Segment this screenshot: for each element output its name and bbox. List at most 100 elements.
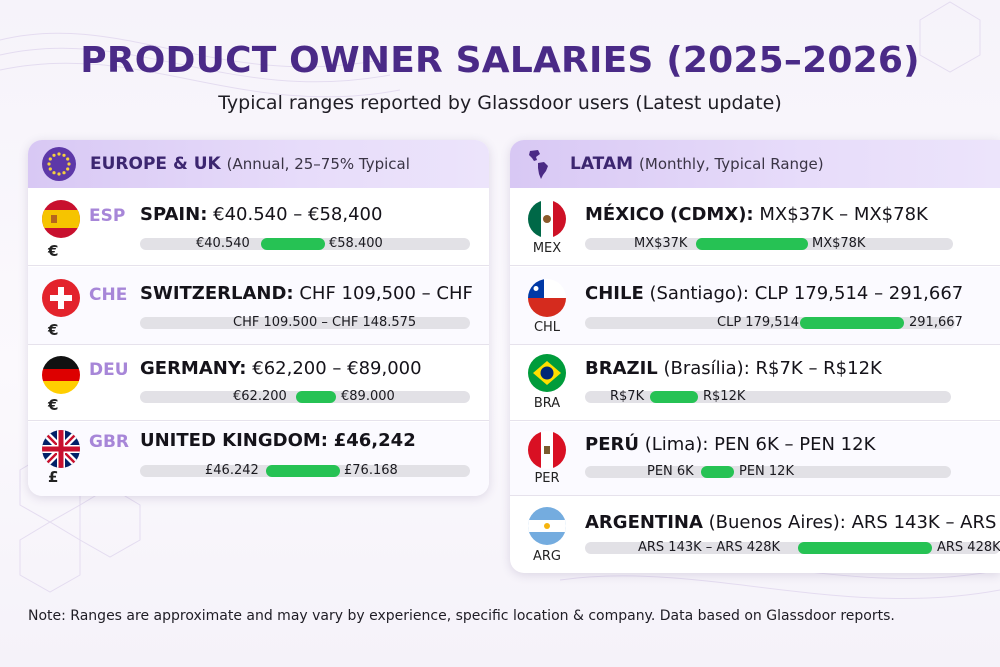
country-qualifier: (Brasília): (663, 358, 750, 379)
page-title: PRODUCT OWNER SALARIES (2025–2026) (80, 40, 920, 81)
latam-card-header: LATAM (Monthly, Typical Range) (510, 140, 1000, 188)
salary-range: £46,242 (333, 430, 416, 451)
salary-range: R$7K – R$12K (755, 358, 882, 379)
peru-flag-icon (528, 431, 566, 469)
salary-high-label: 291,667 (909, 315, 963, 330)
country-qualifier: (Lima): (644, 434, 709, 455)
table-row: ARG ARGENTINA (Buenos Aires): ARS 143K –… (510, 497, 1000, 573)
salary-low-label: €62.200 (233, 389, 287, 404)
eu-flag-icon (42, 147, 76, 181)
country-name: BRAZIL (585, 358, 658, 379)
salary-high-label: R$12K (703, 389, 746, 404)
europe-card-title: EUROPE & UK (90, 154, 221, 174)
country-name: GERMANY: (140, 358, 247, 379)
country-range-text: SPAIN: €40.540 – €58,400 (140, 204, 382, 225)
salary-bar-track (585, 466, 951, 478)
salary-bar-fill (701, 466, 734, 478)
salary-range: ARS 143K – ARS 428K (851, 512, 1000, 533)
table-row: € DEU GERMANY: €62,200 – €89,000 €62.200… (28, 346, 489, 421)
country-code: ESP (89, 206, 126, 226)
salary-low-label: €40.540 (196, 236, 250, 251)
salary-bar-fill (296, 391, 336, 403)
country-name: PERÚ (585, 434, 639, 455)
country-range-text: UNITED KINGDOM: £46,242 (140, 430, 416, 451)
latam-card-title: LATAM (570, 154, 634, 174)
salary-range: €62,200 – €89,000 (252, 358, 422, 379)
table-row: € ESP SPAIN: €40.540 – €58,400 €40.540 €… (28, 188, 489, 266)
country-name: CHILE (585, 283, 644, 304)
country-range-text: MÉXICO (CDMX): MX$37K – MX$78K (585, 204, 928, 225)
currency-symbol: € (48, 242, 59, 260)
salary-range: PEN 6K – PEN 12K (714, 434, 876, 455)
salary-bar-fill (696, 238, 808, 250)
page-subtitle: Typical ranges reported by Glassdoor use… (218, 92, 782, 114)
salary-bar-fill (798, 542, 932, 554)
country-name: SWITZERLAND: (140, 283, 294, 304)
salary-low-label: CLP 179,514 (717, 315, 800, 330)
salary-high-label: €58.400 (329, 236, 383, 251)
latam-card: LATAM (Monthly, Typical Range) MEX MÉXIC… (510, 140, 1000, 573)
salary-low-label: £46.242 (205, 463, 259, 478)
country-qualifier: (Santiago): (649, 283, 749, 304)
table-row: MEX MÉXICO (CDMX): MX$37K – MX$78K MX$37… (510, 188, 1000, 266)
europe-card-note: (Annual, 25–75% Typical (226, 155, 410, 173)
country-code: DEU (89, 360, 129, 380)
salary-low-label: R$7K (610, 389, 645, 404)
country-code: MEX (532, 241, 562, 256)
country-name: SPAIN: (140, 204, 208, 225)
country-range-text: GERMANY: €62,200 – €89,000 (140, 358, 422, 379)
country-name: UNITED KINGDOM: (140, 430, 328, 451)
salary-high-label: PEN 12K (739, 464, 794, 479)
country-code: CHE (89, 285, 128, 305)
salary-high-label: £76.168 (344, 463, 398, 478)
switzerland-flag-icon (42, 279, 80, 317)
europe-card: EUROPE & UK (Annual, 25–75% Typical € ES… (28, 140, 489, 496)
currency-symbol: € (48, 321, 59, 339)
country-range-text: SWITZERLAND: CHF 109,500 – CHF (140, 283, 473, 304)
table-row: PER PERÚ (Lima): PEN 6K – PEN 12K PEN 6K… (510, 422, 1000, 496)
salary-range: CHF 109,500 – CHF (299, 283, 473, 304)
country-range-text: CHILE (Santiago): CLP 179,514 – 291,667 (585, 283, 963, 304)
salary-range: MX$37K – MX$78K (759, 204, 928, 225)
country-code: ARG (533, 549, 561, 564)
salary-bar-fill (800, 317, 904, 329)
americas-map-icon (524, 147, 558, 181)
salary-bar-fill (266, 465, 340, 477)
salary-high-label: ARS 428K (937, 540, 1000, 555)
uk-flag-icon (42, 430, 80, 468)
salary-low-label: PEN 6K (647, 464, 694, 479)
country-code: PER (534, 471, 560, 486)
table-row: £ GBR UNITED KINGDOM: £46,242 £46.242 £7… (28, 422, 489, 496)
country-qualifier: (Buenos Aires): (708, 512, 846, 533)
country-code: BRA (533, 396, 561, 411)
salary-high-label: €89.000 (341, 389, 395, 404)
currency-symbol: € (48, 396, 59, 414)
brazil-flag-icon (528, 354, 566, 392)
europe-card-header: EUROPE & UK (Annual, 25–75% Typical (28, 140, 489, 188)
country-name: MÉXICO (585, 204, 665, 225)
salary-bar-fill (650, 391, 698, 403)
salary-bar-fill (261, 238, 325, 250)
salary-range: €40.540 – €58,400 (213, 204, 383, 225)
country-range-text: ARGENTINA (Buenos Aires): ARS 143K – ARS… (585, 512, 1000, 533)
country-code: CHL (533, 320, 561, 335)
salary-low-label: MX$37K (634, 236, 688, 251)
chile-flag-icon (528, 279, 566, 317)
germany-flag-icon (42, 356, 80, 394)
latam-card-note: (Monthly, Typical Range) (639, 155, 824, 173)
country-range-text: BRAZIL (Brasília): R$7K – R$12K (585, 358, 882, 379)
country-code: GBR (89, 432, 130, 452)
table-row: BRA BRAZIL (Brasília): R$7K – R$12K R$7K… (510, 346, 1000, 421)
salary-range: CLP 179,514 – 291,667 (754, 283, 964, 304)
currency-symbol: £ (48, 468, 59, 486)
country-name: ARGENTINA (585, 512, 703, 533)
table-row: € CHE SWITZERLAND: CHF 109,500 – CHF CHF… (28, 267, 489, 345)
spain-flag-icon (42, 200, 80, 238)
country-qualifier: (CDMX): (670, 204, 754, 225)
salary-high-label: MX$78K (812, 236, 866, 251)
footer-note: Note: Ranges are approximate and may var… (28, 608, 895, 624)
salary-low-label: CHF 109.500 – CHF 148.575 (233, 315, 417, 330)
country-range-text: PERÚ (Lima): PEN 6K – PEN 12K (585, 434, 875, 455)
table-row: CHL CHILE (Santiago): CLP 179,514 – 291,… (510, 267, 1000, 345)
salary-low-label: ARS 143K – ARS 428K (638, 540, 781, 555)
